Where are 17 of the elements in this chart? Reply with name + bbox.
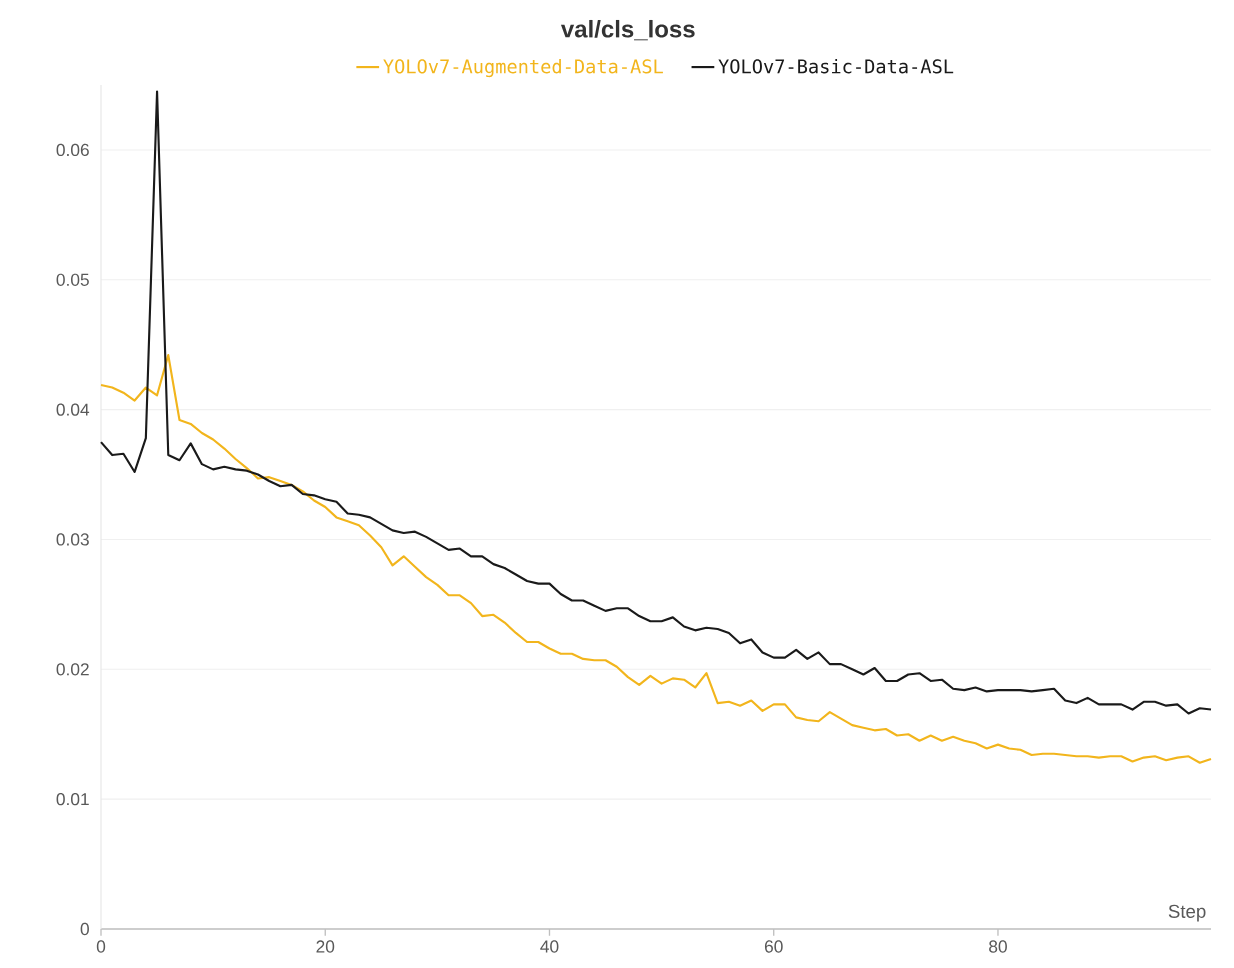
y-tick-label: 0.03 xyxy=(56,533,89,546)
x-tick-label: 80 xyxy=(989,940,1007,953)
x-tick-label: 60 xyxy=(764,940,783,953)
x-tick-label: 0 xyxy=(96,940,106,953)
y-tick-label: 0 xyxy=(80,922,89,936)
x-tick-label: 40 xyxy=(540,940,559,953)
y-tick-label: 0.04 xyxy=(56,403,90,416)
legend-label: YOLOv7-Augmented-Data-ASL xyxy=(383,59,663,78)
x-axis-title: Step xyxy=(1168,904,1206,922)
chart-title: val/cls_loss xyxy=(560,19,695,41)
legend-label: YOLOv7-Basic-Data-ASL xyxy=(718,59,954,74)
y-tick-label: 0.01 xyxy=(56,793,89,806)
y-tick-label: 0.05 xyxy=(56,273,89,286)
x-tick-label: 20 xyxy=(316,940,335,953)
y-tick-label: 0.02 xyxy=(56,663,89,676)
y-tick-label: 0.06 xyxy=(56,143,89,157)
line-series xyxy=(99,354,1213,764)
